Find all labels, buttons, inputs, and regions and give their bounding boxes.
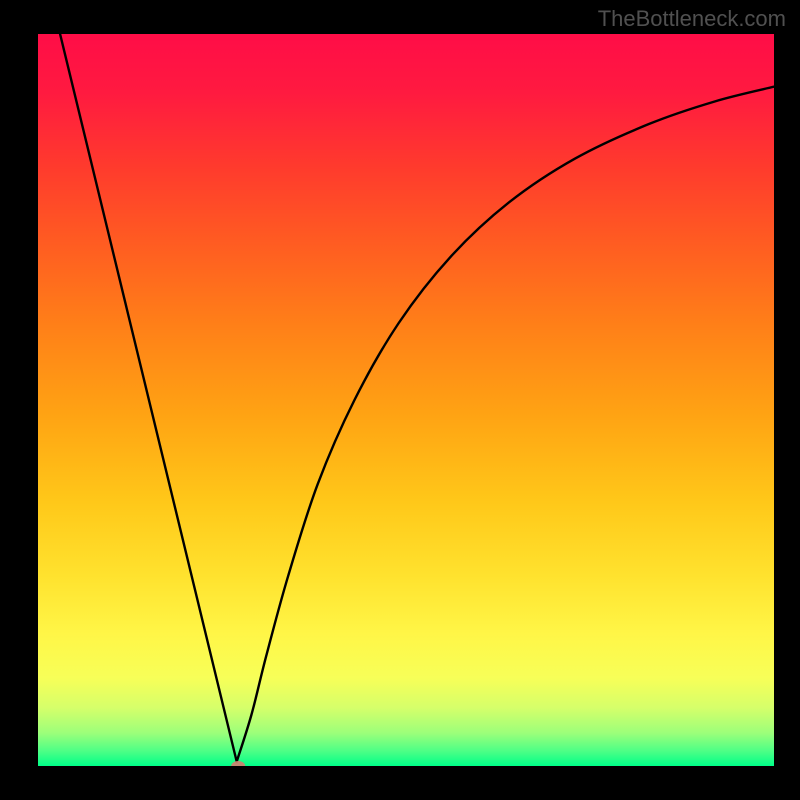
chart-overlay xyxy=(38,34,774,766)
chart-container: { "meta": { "watermark_text": "TheBottle… xyxy=(0,0,800,800)
watermark-text: TheBottleneck.com xyxy=(598,6,786,32)
plot-area xyxy=(38,34,774,766)
